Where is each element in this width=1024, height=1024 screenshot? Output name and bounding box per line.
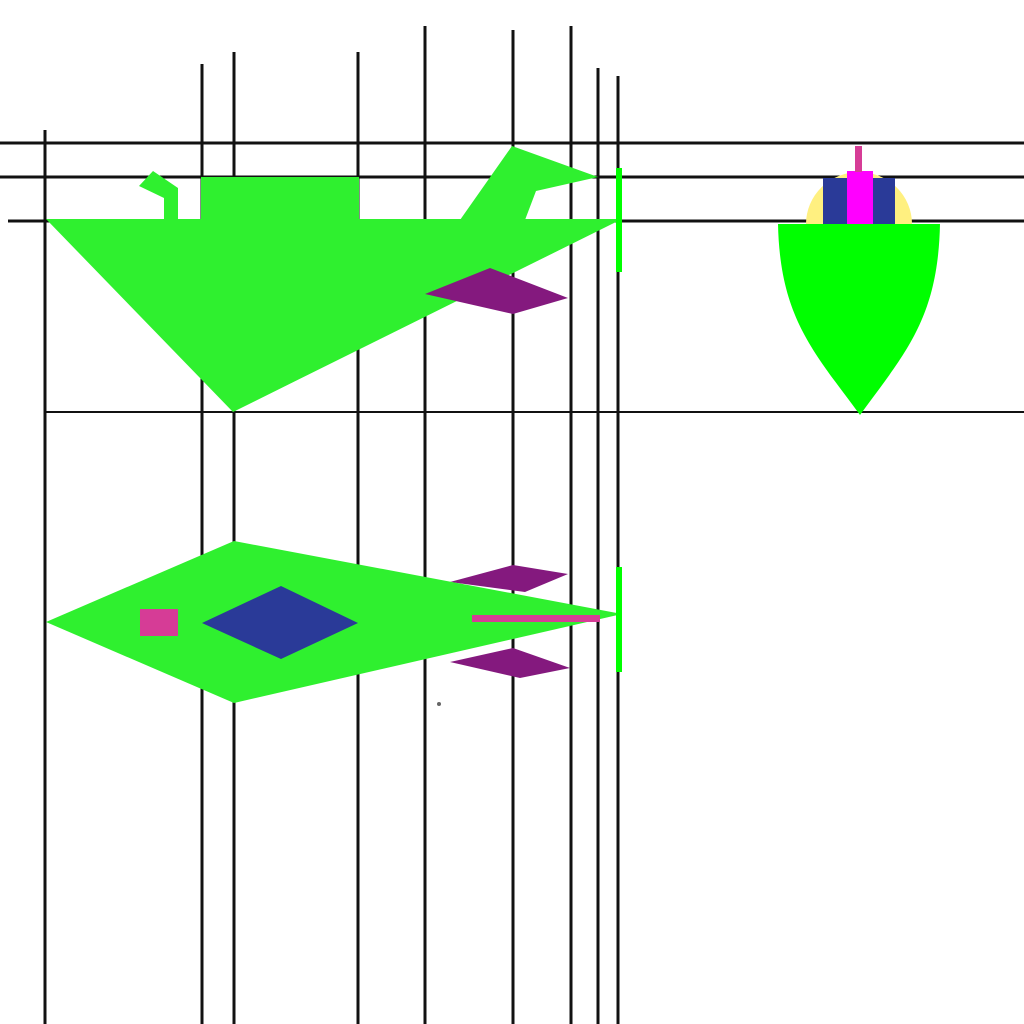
front-funnel: [847, 171, 873, 224]
top-view: [46, 541, 622, 706]
side-view: [46, 146, 622, 412]
side-bow-crane: [460, 146, 598, 220]
side-mast: [139, 171, 178, 220]
reference-dot: [437, 702, 441, 706]
top-deckhouse-diamond: [202, 586, 358, 659]
front-hull: [778, 224, 940, 415]
front-view: [778, 146, 940, 415]
front-antenna: [855, 146, 862, 172]
side-fin: [425, 268, 568, 314]
top-fin-lower: [450, 648, 570, 678]
side-deckhouse: [201, 177, 359, 221]
side-hull: [46, 219, 622, 412]
top-stern-block: [140, 609, 178, 636]
top-bow-rod: [472, 615, 600, 622]
side-bow-marker: [616, 168, 622, 272]
top-fin-upper: [450, 565, 568, 592]
top-bow-marker: [616, 567, 622, 672]
